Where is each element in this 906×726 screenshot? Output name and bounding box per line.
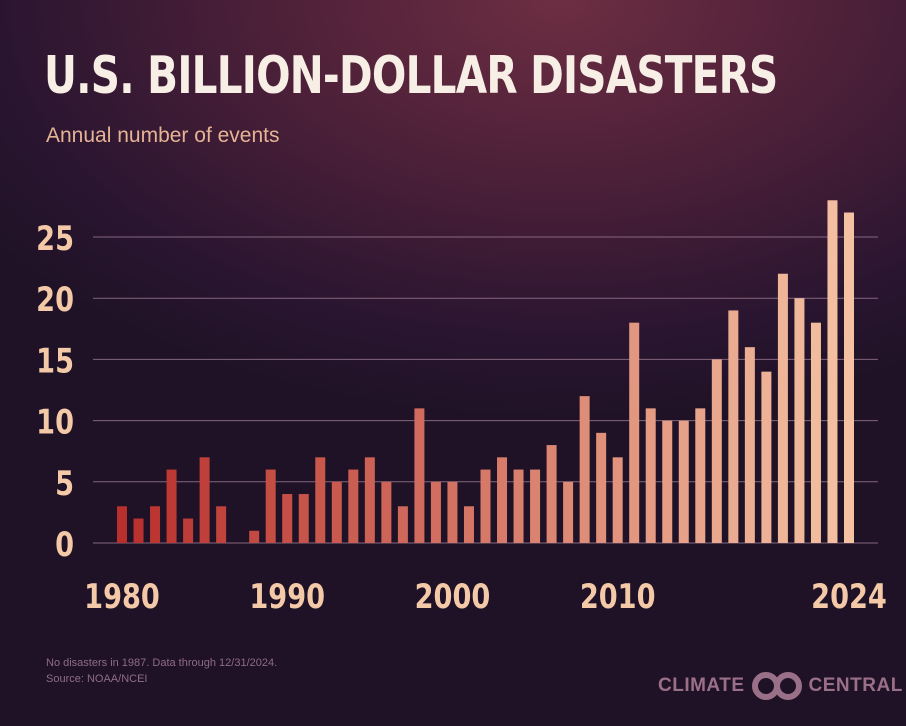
bar-1998: [414, 408, 425, 543]
bar-2003: [497, 457, 508, 543]
bar-2007: [563, 481, 574, 543]
x-tick-label: 2010: [580, 577, 656, 617]
y-tick-label: 0: [55, 525, 74, 565]
bar-2014: [678, 420, 689, 543]
chart-subtitle: Annual number of events: [46, 124, 280, 147]
infinity-logo-icon: [751, 672, 802, 700]
bar-2015: [695, 408, 706, 543]
bar-1984: [183, 518, 194, 543]
bar-2012: [645, 408, 656, 543]
bar-2011: [629, 322, 640, 543]
bar-2016: [711, 359, 722, 543]
bar-1995: [364, 457, 375, 543]
bar-1991: [298, 494, 309, 543]
footnote-data: No disasters in 1987. Data through 12/31…: [46, 657, 278, 669]
logo-right-text: CENTRAL: [808, 675, 903, 696]
x-tick-label: 2024: [811, 577, 887, 617]
bar-2000: [447, 481, 458, 543]
bar-1982: [150, 506, 161, 543]
bar-1990: [282, 494, 293, 543]
bar-1994: [348, 469, 359, 543]
bar-1988: [249, 530, 260, 543]
bar-1981: [133, 518, 144, 543]
bar-1993: [331, 481, 342, 543]
bar-2008: [579, 396, 590, 543]
bar-2002: [480, 469, 491, 543]
bar-2023: [827, 200, 838, 543]
bar-2009: [596, 432, 607, 543]
bar-2024: [844, 212, 854, 543]
bar-2004: [513, 469, 524, 543]
bar-1992: [315, 457, 326, 543]
y-tick-label: 25: [36, 219, 74, 259]
bar-2013: [662, 420, 673, 543]
bar-1980: [117, 506, 127, 543]
bar-2001: [463, 506, 474, 543]
y-tick-label: 5: [55, 464, 74, 504]
y-tick-label: 15: [36, 341, 74, 381]
bar-chart: 0 5 10 15 20 25 1980 1990 2000 2010 2024: [36, 200, 887, 617]
bar-2022: [810, 322, 821, 543]
footnote-source: Source: NOAA/NCEI: [46, 673, 148, 685]
bar-1999: [430, 481, 441, 543]
bar-1986: [216, 506, 227, 543]
chart-title: U.S. BILLION-DOLLAR DISASTERS: [44, 46, 778, 106]
climate-central-logo: CLIMATE CENTRAL: [658, 672, 903, 700]
bar-2017: [728, 310, 739, 543]
bar-1996: [381, 481, 392, 543]
bar-2018: [744, 347, 755, 543]
x-tick-label: 1980: [84, 577, 160, 617]
bar-1985: [199, 457, 210, 543]
bar-1997: [397, 506, 408, 543]
x-tick-label: 1990: [249, 577, 325, 617]
bar-2019: [761, 371, 772, 543]
logo-left-text: CLIMATE: [658, 675, 745, 696]
y-tick-label: 10: [36, 403, 74, 443]
bar-2006: [546, 445, 557, 543]
bar-2010: [612, 457, 623, 543]
y-tick-label: 20: [36, 280, 74, 320]
bar-2021: [794, 298, 805, 543]
bar-1989: [265, 469, 276, 543]
bar-2020: [777, 273, 788, 543]
bar-2005: [530, 469, 541, 543]
x-tick-label: 2000: [415, 577, 491, 617]
bar-1983: [166, 469, 177, 543]
